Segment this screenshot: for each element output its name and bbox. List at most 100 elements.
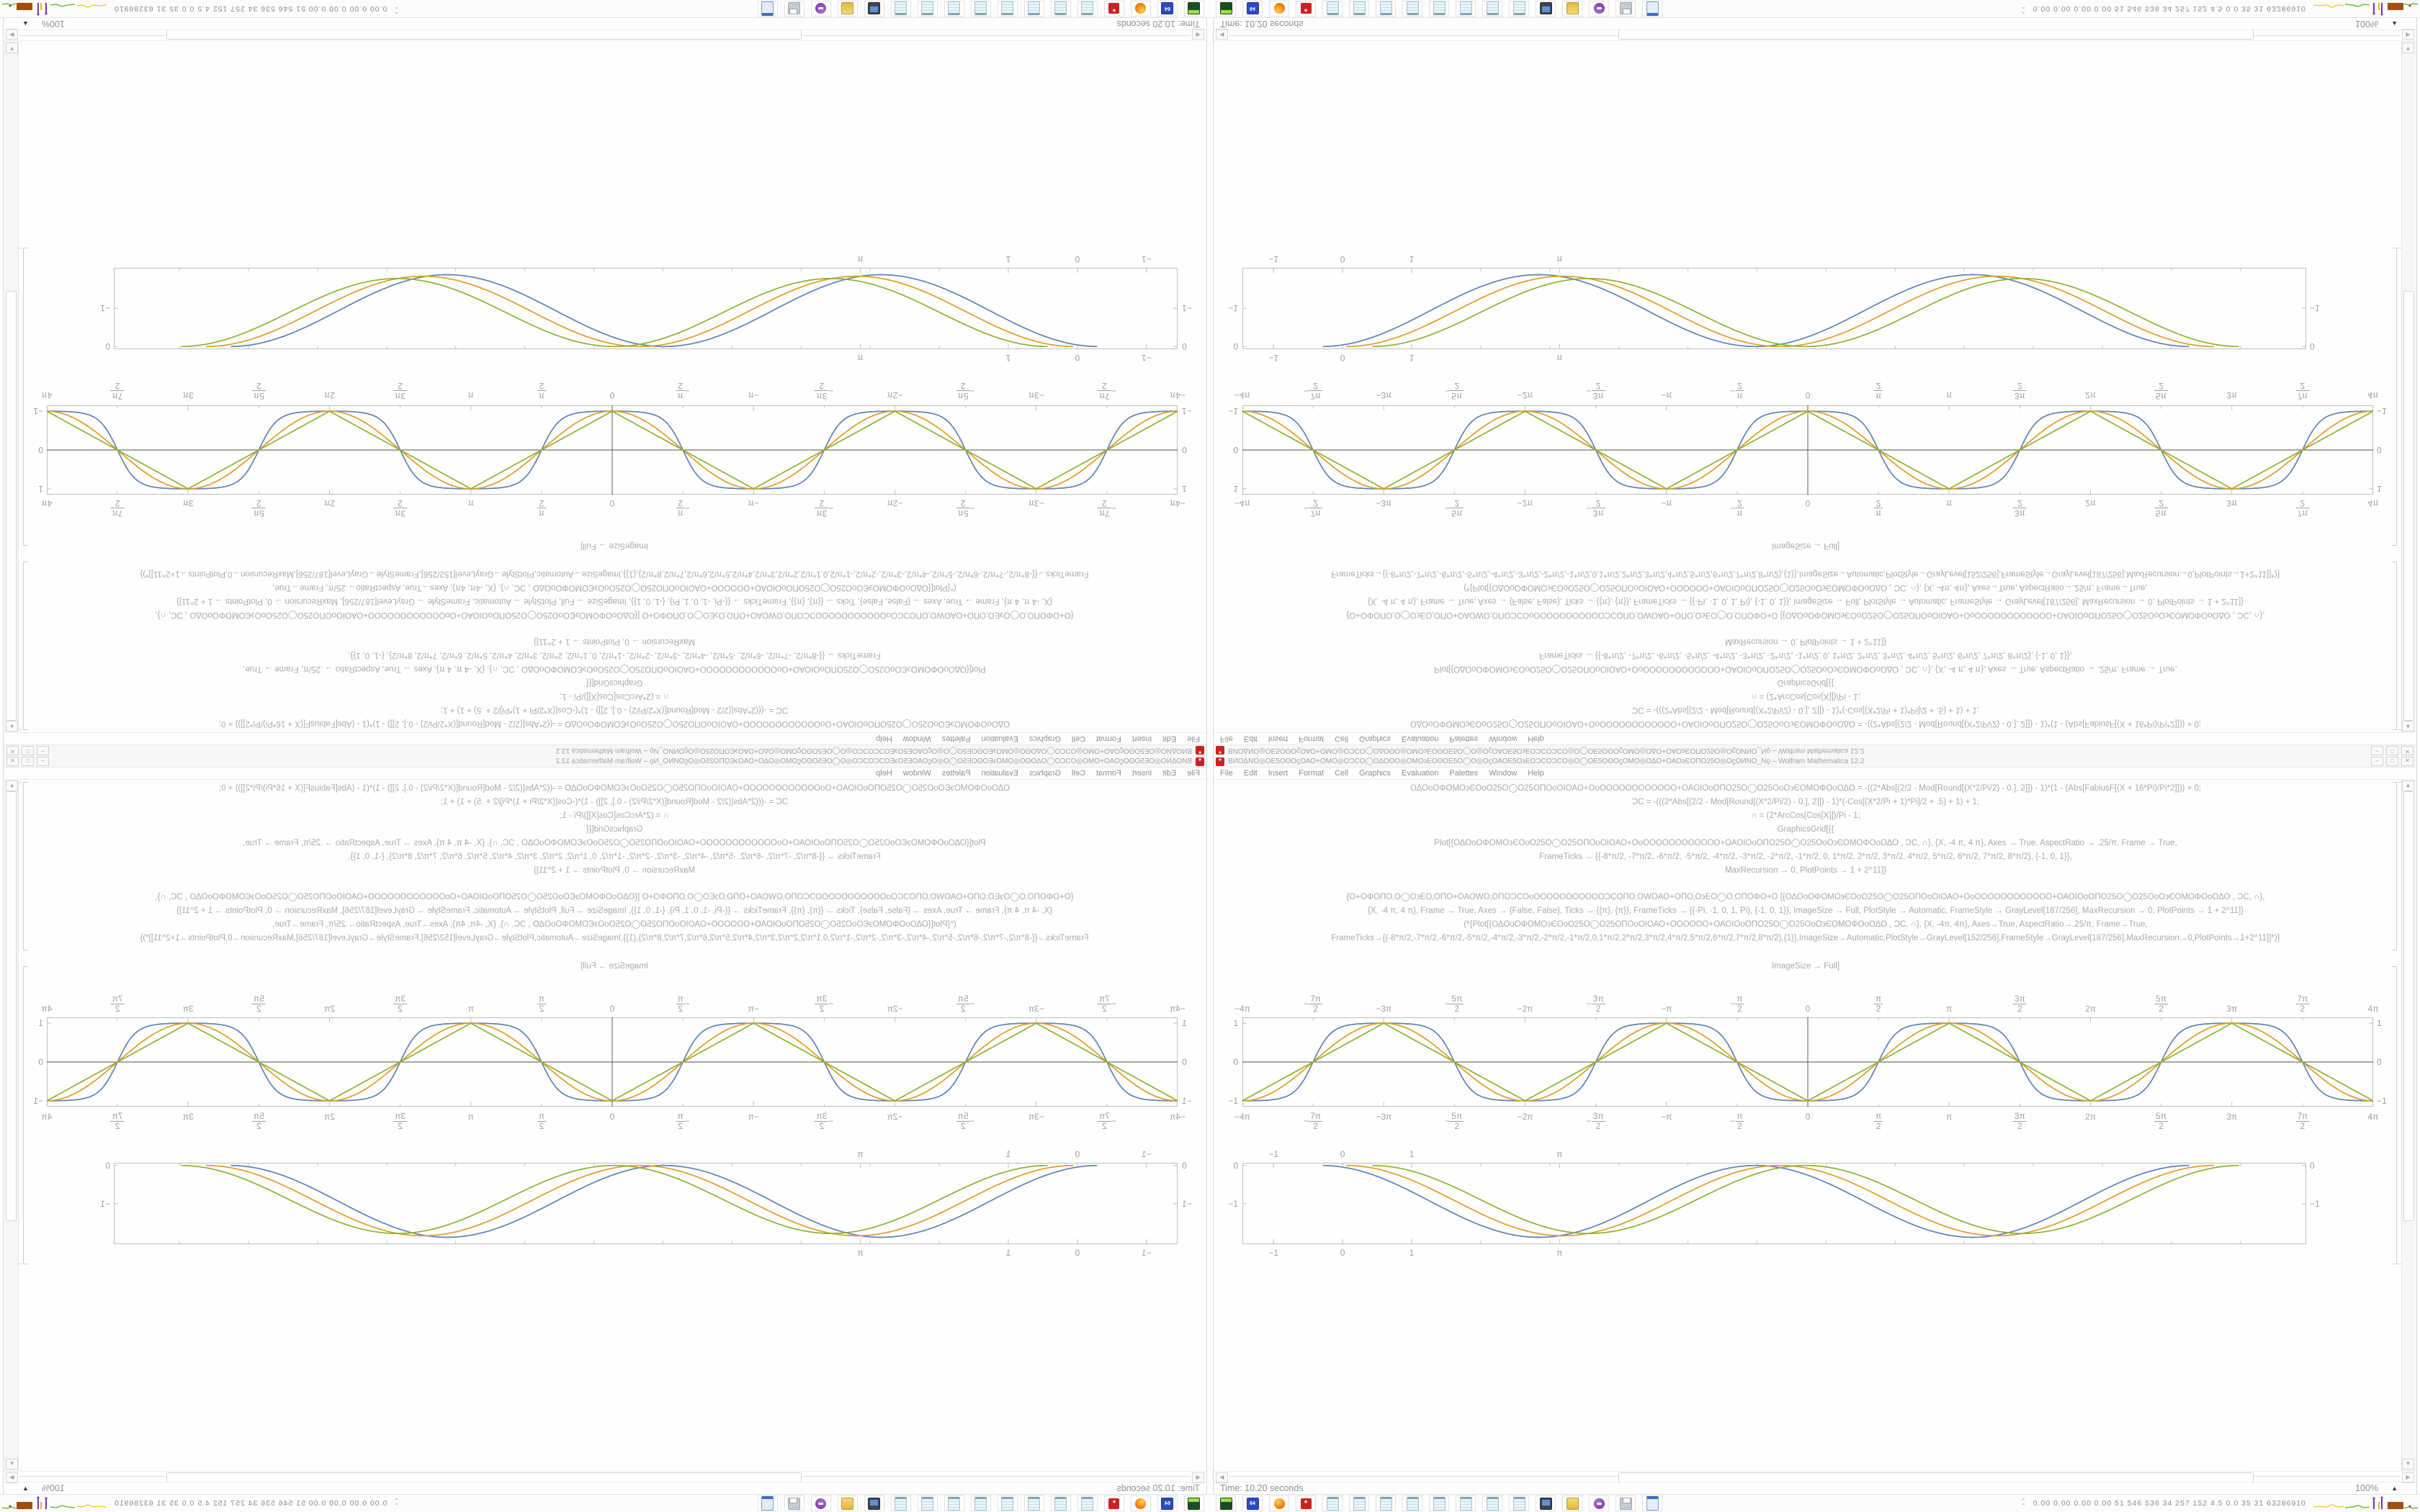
taskbar-button-notepad-icon[interactable] [1456,1495,1476,1511]
close-button[interactable]: ✕ [6,757,19,766]
taskbar-button-notepad-icon[interactable] [944,1495,964,1511]
taskbar-button-notepad-icon[interactable] [891,1495,911,1511]
taskbar-button-drive-icon[interactable] [1184,1495,1204,1511]
taskbar-button-monitor-icon[interactable] [1536,1495,1556,1511]
taskbar-button-folder-icon[interactable] [838,1,858,17]
taskbar-button-drive-icon[interactable] [1216,1495,1236,1511]
output-cell-bracket[interactable] [2392,966,2397,1264]
close-button[interactable]: ✕ [2401,757,2414,766]
magnification-value[interactable]: 100% [2355,19,2379,29]
taskbar-button-notepad-icon[interactable] [1429,1495,1449,1511]
taskbar-button-firefox-icon[interactable] [1269,1,1289,17]
taskbar-button-notepad-icon[interactable] [1376,1,1396,17]
scroll-down-button[interactable]: ▼ [6,1459,18,1470]
magnification-popup-arrow-icon[interactable]: ▲ [22,20,29,27]
taskbar-button-window-app-icon[interactable] [1642,1495,1662,1511]
taskbar-button-notepad-icon[interactable] [1402,1,1422,17]
horizontal-scrollbar-thumb[interactable] [166,30,802,40]
horizontal-scrollbar-thumb[interactable] [1618,30,2254,40]
menu-cell[interactable]: Cell [1071,734,1085,744]
vertical-scrollbar[interactable] [2401,780,2416,1471]
taskbar-button-monitor-icon[interactable] [864,1,884,17]
scroll-right-button[interactable]: ▶ [6,29,18,40]
taskbar-button-notepad-icon[interactable] [1077,1,1098,17]
plot1-canvas[interactable] [47,405,1178,495]
menu-format[interactable]: Format [1095,734,1121,744]
magnification-value[interactable]: 100% [41,19,65,29]
menu-evaluation[interactable]: Evaluation [1402,734,1439,744]
restore-button[interactable]: □ [2386,757,2398,766]
notebook-code-cell[interactable]: ΟΔΟοΟΦΟΜΟ϶ЄΟοΟ25Ο◯Ο25ΟΠΟοΟΙΟΑΟ+ΟοΟΟΟΟΟΟΟ… [1219,539,2392,730]
menu-insert[interactable]: Insert [1131,768,1152,778]
taskbar-button-floppy64-icon[interactable]: 64 [1242,1,1263,17]
magnification-popup-arrow-icon[interactable]: ▲ [2391,20,2398,27]
taskbar-button-folder-icon[interactable] [838,1495,858,1511]
horizontal-scrollbar-thumb[interactable] [166,1472,802,1482]
close-button[interactable]: ✕ [6,746,19,755]
taskbar-button-notepad-icon[interactable] [1024,1495,1044,1511]
menu-help[interactable]: Help [876,768,892,778]
taskbar-button-notepad-icon[interactable] [891,1,911,17]
vertical-scrollbar[interactable] [4,780,19,1471]
menu-window[interactable]: Window [1489,768,1518,778]
horizontal-scrollbar[interactable]: ◀ ▶ [1214,1471,2416,1483]
menu-cell[interactable]: Cell [1071,768,1085,778]
magnification-value[interactable]: 100% [2355,1483,2379,1493]
scroll-right-button[interactable]: ▶ [2402,29,2414,40]
scroll-up-button[interactable]: ▲ [2402,780,2414,791]
menu-palettes[interactable]: Palettes [941,768,971,778]
vertical-scrollbar-thumb[interactable] [6,290,17,721]
plot2-canvas[interactable] [1242,268,2306,349]
taskbar-button-notepad-icon[interactable] [1376,1495,1396,1511]
taskbar-button-notepad-icon[interactable] [1482,1495,1502,1511]
scroll-up-button[interactable]: ▲ [6,721,18,732]
horizontal-scrollbar[interactable]: ◀ ▶ [4,1471,1206,1483]
menu-help[interactable]: Help [1528,768,1544,778]
taskbar-button-notepad-icon[interactable] [1509,1,1529,17]
taskbar-button-drive-icon[interactable] [1184,1,1204,17]
menu-file[interactable]: File [1220,734,1233,744]
menu-format[interactable]: Format [1299,768,1325,778]
input-cell-bracket[interactable] [23,782,28,950]
taskbar-button-firefox-icon[interactable] [1131,1,1151,17]
plot2-canvas[interactable] [114,268,1178,349]
taskbar-button-purple-app-icon[interactable] [1589,1,1609,17]
vertical-scrollbar-thumb[interactable] [2403,791,2414,1222]
scroll-up-button[interactable]: ▲ [6,780,18,791]
menu-window[interactable]: Window [1489,734,1518,744]
window-titlebar[interactable]: * ΒИΟΔΝΟ◎ΟΕ5ΟʘΟϛΟΑΟ+ΟΜΟ◎ΟƆϹΟ◯ΟΔΟʘΟ◎ΟΜΟ϶Ε… [4,744,1206,756]
menu-palettes[interactable]: Palettes [1449,734,1479,744]
menu-cell[interactable]: Cell [1335,768,1349,778]
taskbar-button-floppy64-icon[interactable]: 64 [1157,1495,1178,1511]
menu-insert[interactable]: Insert [1131,734,1152,744]
magnification-value[interactable]: 100% [41,1483,65,1493]
vertical-scrollbar-thumb[interactable] [6,791,17,1222]
taskbar-button-notepad-icon[interactable] [1402,1495,1422,1511]
input-cell-bracket[interactable] [2392,562,2397,730]
taskbar-button-window-app-icon[interactable] [758,1495,778,1511]
minimize-button[interactable]: – [37,757,49,766]
window-titlebar[interactable]: * ΒИΟΔΝΟ◎ΟΕ5ΟʘΟϛΟΑΟ+ΟΜΟ◎ΟƆϹΟ◯ΟΔΟʘΟ◎ΟΜΟ϶Ε… [1214,756,2416,768]
taskbar-button-notepad-icon[interactable] [1349,1,1369,17]
taskbar-button-notepad-icon[interactable] [1322,1495,1343,1511]
horizontal-scrollbar[interactable]: ◀ ▶ [1214,29,2416,41]
window-titlebar[interactable]: * ΒИΟΔΝΟ◎ΟΕ5ΟʘΟϛΟΑΟ+ΟΜΟ◎ΟƆϹΟ◯ΟΔΟʘΟ◎ΟΜΟ϶Ε… [4,756,1206,768]
scroll-right-button[interactable]: ▶ [2402,1472,2414,1483]
menu-format[interactable]: Format [1095,768,1121,778]
taskbar-button-firefox-icon[interactable] [1269,1495,1289,1511]
menu-edit[interactable]: Edit [1162,768,1177,778]
minimize-button[interactable]: – [2371,757,2383,766]
scroll-left-button[interactable]: ◀ [1192,29,1204,40]
plot1-canvas[interactable] [1242,1017,2373,1107]
taskbar-button-printer-icon[interactable] [1615,1495,1636,1511]
taskbar-button-notepad-icon[interactable] [1349,1495,1369,1511]
window-titlebar[interactable]: * ΒИΟΔΝΟ◎ΟΕ5ΟʘΟϛΟΑΟ+ΟΜΟ◎ΟƆϹΟ◯ΟΔΟʘΟ◎ΟΜΟ϶Ε… [1214,744,2416,756]
magnification-popup-arrow-icon[interactable]: ▲ [2391,1485,2398,1492]
minimize-button[interactable]: – [2371,746,2383,755]
taskbar-button-window-app-icon[interactable] [1642,1,1662,17]
taskbar-button-purple-app-icon[interactable] [1589,1495,1609,1511]
taskbar-button-notepad-icon[interactable] [998,1495,1018,1511]
menu-evaluation[interactable]: Evaluation [981,768,1018,778]
menu-graphics[interactable]: Graphics [1359,768,1392,778]
menu-insert[interactable]: Insert [1268,734,1289,744]
